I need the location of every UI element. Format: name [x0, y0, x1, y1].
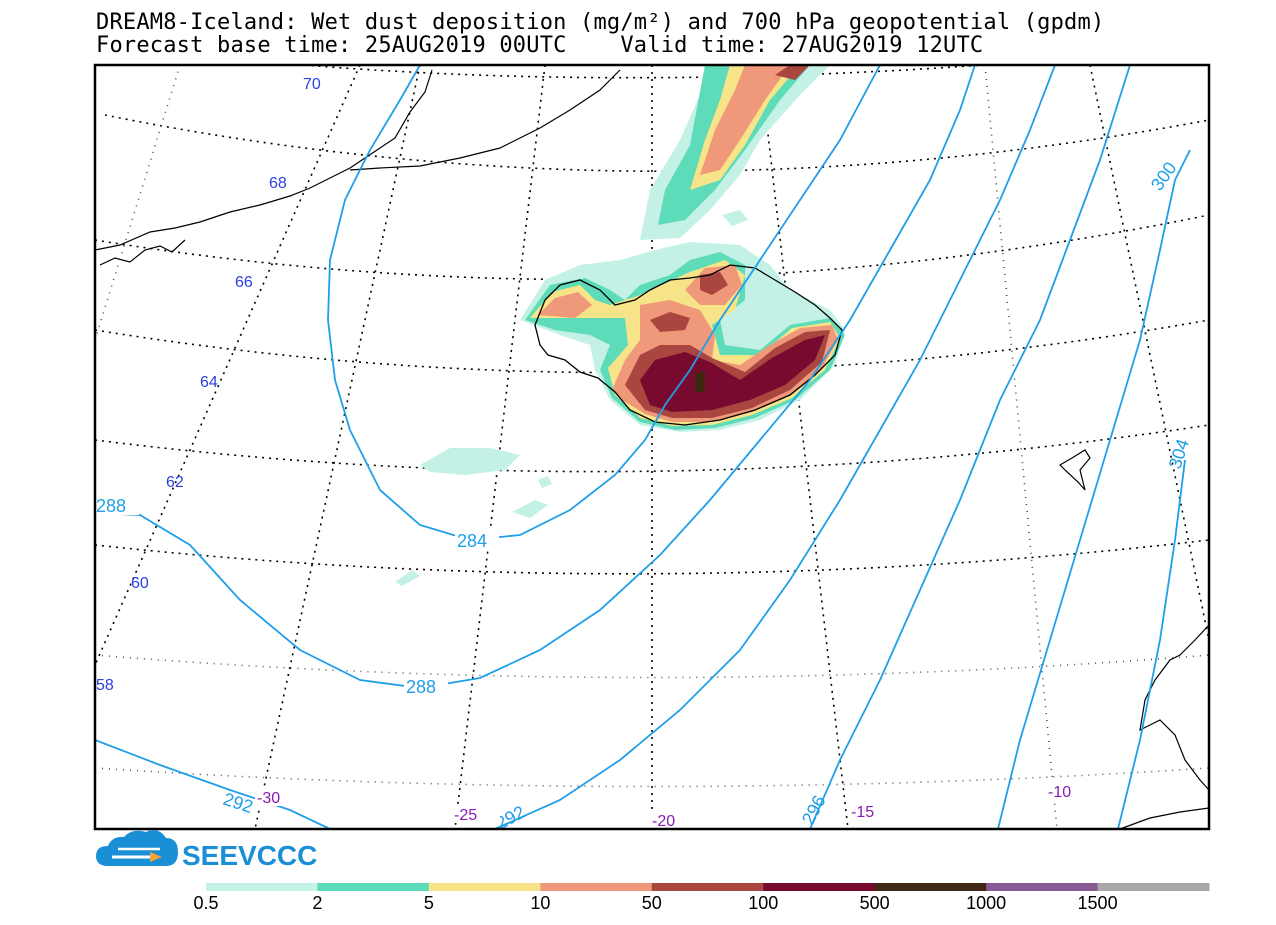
legend-label: 5: [424, 893, 434, 913]
legend-swatch: [1097, 883, 1210, 891]
greenland-coast: [95, 69, 621, 266]
legend-swatch: [651, 883, 764, 891]
map-title: DREAM8-Iceland: Wet dust deposition (mg/…: [96, 10, 1105, 35]
meridian-m25: [454, 65, 546, 829]
lat-label-58: 58: [96, 677, 114, 694]
norway-coast: [1119, 624, 1209, 829]
isoline-label-288: 288: [406, 677, 436, 697]
dust-patches-south: [395, 210, 748, 586]
isoline-label-296: 296: [798, 792, 830, 828]
isoline-label-292-left: 292: [221, 789, 256, 817]
iceland-coast: [534, 264, 843, 426]
lon-label-m10: -10: [1048, 784, 1071, 801]
isoline-292b: [494, 65, 1056, 829]
parallel-66: [95, 214, 1209, 281]
legend-labels: 0.5 2 5 10 50 100 500 1000 1500: [193, 893, 1117, 913]
legend-swatch: [986, 883, 1099, 891]
isoline-288: [95, 65, 976, 689]
legend-swatch: [428, 883, 541, 891]
dust-iceland: [520, 242, 845, 432]
legend-swatch: [763, 883, 876, 891]
legend-swatch: [874, 883, 987, 891]
map-area: 284 288 288 292 292 296 300 304 70 68 66…: [95, 65, 1209, 830]
jan-mayen-island: [1059, 449, 1091, 491]
meridian-m5: [1089, 65, 1209, 641]
latitude-labels: 70 68 66 64 62 60 58: [96, 76, 321, 694]
parallel-64: [95, 319, 1209, 374]
geopotential-isolines: [95, 65, 1191, 829]
lat-label-70: 70: [303, 76, 321, 93]
isoline-label-288-left: 288: [96, 496, 126, 516]
lon-label-m25: -25: [454, 807, 477, 824]
lon-label-m30: -30: [257, 790, 280, 807]
meridian-m30b: [254, 65, 421, 829]
meridian-m35: [95, 65, 181, 341]
parallel-68: [104, 114, 1209, 173]
parallel-70: [294, 65, 996, 79]
legend-label: 1000: [966, 893, 1006, 913]
meridian-m15: [759, 65, 849, 829]
lon-label-m20: -20: [652, 813, 675, 830]
legend-label: 0.5: [193, 893, 218, 913]
legend-swatch: [206, 883, 318, 891]
lat-label-68: 68: [269, 175, 287, 192]
latitude-parallels: [95, 65, 1209, 788]
isoline-label-300: 300: [1147, 158, 1181, 194]
isoline-300: [997, 149, 1191, 829]
parallel-56: [95, 767, 1209, 788]
isoline-292: [95, 739, 331, 829]
dust-plume-north: [640, 65, 830, 240]
legend-label: 500: [860, 893, 890, 913]
isoline-296: [809, 65, 1131, 829]
legend-label: 1500: [1078, 893, 1118, 913]
seevccc-logo: SEEVCCC: [96, 830, 317, 871]
lat-label-66: 66: [235, 274, 253, 291]
lon-label-m15: -15: [851, 804, 874, 821]
legend-label: 50: [642, 893, 662, 913]
lat-label-62: 62: [166, 474, 184, 491]
map-subtitle: Forecast base time: 25AUG2019 00UTC Vali…: [96, 33, 984, 58]
legend-swatch: [540, 883, 653, 891]
legend-label: 10: [530, 893, 550, 913]
longitude-labels: -30 -25 -20 -15 -10: [255, 782, 1094, 830]
isoline-label-284: 284: [457, 531, 487, 551]
map-frame: [93, 63, 1211, 831]
legend-color-bar: [206, 883, 1210, 891]
longitude-meridians: [95, 65, 1209, 829]
legend-label: 2: [312, 893, 322, 913]
lat-label-64: 64: [200, 374, 218, 391]
isoline-304: [1117, 459, 1186, 829]
logo-text: SEEVCCC: [182, 840, 317, 871]
legend-label: 100: [748, 893, 778, 913]
legend-swatch: [317, 883, 430, 891]
cloud-icon: [96, 830, 178, 866]
meridian-m30: [95, 65, 361, 666]
isoline-label-304: 304: [1165, 436, 1193, 471]
lat-label-60: 60: [131, 575, 149, 592]
